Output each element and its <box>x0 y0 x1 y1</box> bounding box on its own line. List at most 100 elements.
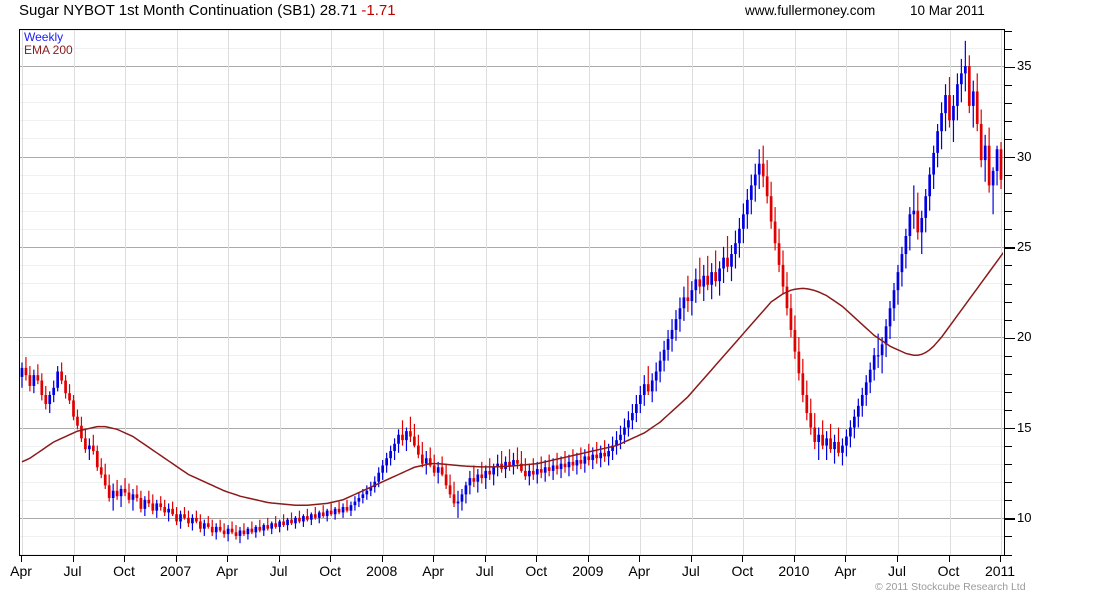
gridline-minor <box>20 138 1004 140</box>
price-tick-minor <box>1005 446 1012 448</box>
price-tick-minor <box>1005 482 1012 484</box>
gridline-vertical <box>125 30 126 555</box>
gridline-minor <box>20 30 1004 31</box>
date-tick <box>897 556 898 562</box>
gridline-vertical <box>382 30 384 555</box>
date-axis-label: 2008 <box>366 563 398 579</box>
gridline-vertical <box>279 30 281 555</box>
gridline-minor <box>20 192 1004 194</box>
gridline-vertical <box>949 30 951 555</box>
gridline-minor <box>20 319 1004 321</box>
gridline-vertical <box>846 30 848 555</box>
gridline-vertical <box>794 30 796 555</box>
gridline-major <box>20 427 1004 429</box>
gridline-minor <box>20 463 1004 465</box>
price-tick-minor <box>1005 391 1012 393</box>
candlestick-series <box>20 40 1003 544</box>
price-axis-label: 20 <box>1017 329 1032 345</box>
date-tick <box>330 556 332 562</box>
price-axis-label: 25 <box>1017 238 1032 254</box>
price-tick-minor <box>1005 229 1012 231</box>
gridline-major <box>20 517 1004 519</box>
source-website: www.fullermoney.com <box>745 3 876 18</box>
gridline-major <box>20 246 1004 248</box>
gridline-major <box>20 66 1004 68</box>
chart-header: Sugar NYBOT 1st Month Continuation (SB1)… <box>0 0 1100 29</box>
gridline-minor <box>20 373 1004 375</box>
chart-date: 10 Mar 2011 <box>910 3 985 18</box>
price-tick-major <box>1005 66 1015 68</box>
gridline-minor <box>20 391 1004 393</box>
gridline-major <box>20 156 1004 158</box>
date-axis-label: Oct <box>113 563 135 579</box>
date-tick <box>278 556 280 562</box>
date-tick <box>690 556 692 562</box>
chart-legend: Weekly EMA 200 <box>24 31 73 57</box>
gridline-minor <box>20 535 1004 537</box>
price-tick-minor <box>1005 464 1012 466</box>
date-tick <box>72 556 74 562</box>
price-tick-minor <box>1005 102 1012 104</box>
gridline-minor <box>20 174 1004 176</box>
price-tick-minor <box>1005 265 1012 267</box>
date-axis-label: Jul <box>888 563 906 579</box>
date-axis-label: 2009 <box>572 563 604 579</box>
price-tick-major <box>1005 157 1015 159</box>
date-axis-label: Jul <box>475 563 494 579</box>
price-axis-label: 30 <box>1017 148 1032 164</box>
gridline-vertical <box>22 30 23 555</box>
date-axis-label: 2010 <box>778 563 810 579</box>
legend-ema: EMA 200 <box>24 43 73 57</box>
gridline-vertical <box>588 30 590 555</box>
gridline-vertical <box>176 30 178 555</box>
price-tick-minor <box>1005 175 1012 177</box>
date-axis-label: 2007 <box>160 563 192 579</box>
gridline-minor <box>20 228 1004 230</box>
date-axis-label: Apr <box>10 563 32 579</box>
gridlines <box>20 30 1004 555</box>
price-tick-major <box>1005 518 1015 520</box>
date-tick <box>948 556 950 562</box>
date-axis: Apr Jul Oct 2007 Apr Jul Oct 2008 Apr Jul Oct 2009 A… <box>10 556 1015 582</box>
gridline-minor <box>20 355 1004 357</box>
price-tick-minor <box>1005 138 1012 140</box>
date-axis-label: Apr <box>834 563 857 579</box>
date-axis-label: Jul <box>681 563 700 579</box>
price-tick-minor <box>1005 536 1012 538</box>
gridline-vertical <box>743 30 745 555</box>
price-tick-major <box>1005 428 1015 430</box>
price-tick-minor <box>1005 30 1012 32</box>
price-tick-minor <box>1005 319 1012 321</box>
price-tick-minor <box>1005 409 1012 411</box>
date-axis-label: 2011 <box>984 563 1016 579</box>
date-axis-label: Oct <box>525 563 548 579</box>
instrument-title: Sugar NYBOT 1st Month Continuation (SB1)… <box>19 2 358 19</box>
date-axis-label: Jul <box>269 563 288 579</box>
date-tick <box>484 556 486 562</box>
gridline-minor <box>20 120 1004 122</box>
gridline-vertical <box>228 30 230 555</box>
copyright-notice: © 2011 Stockcube Research Ltd <box>875 581 1026 593</box>
date-tick <box>793 556 795 562</box>
price-axis: 10 15 20 25 30 35 <box>1005 29 1100 556</box>
gridline-minor <box>20 102 1004 104</box>
price-axis-label: 35 <box>1017 58 1032 74</box>
gridline-minor <box>20 283 1004 284</box>
legend-periodicity: Weekly <box>24 30 64 44</box>
date-axis-label: Oct <box>731 563 754 579</box>
gridline-minor <box>20 445 1004 447</box>
price-tick-major <box>1005 337 1015 340</box>
price-tick-minor <box>1005 211 1012 213</box>
gridline-minor <box>20 301 1004 302</box>
price-change: -1.71 <box>361 2 396 19</box>
gridline-vertical <box>537 30 539 555</box>
price-tick-minor <box>1005 301 1012 303</box>
date-axis-label: Apr <box>216 563 238 579</box>
date-tick <box>639 556 641 562</box>
price-tick-minor <box>1005 48 1012 50</box>
price-plot-area: Weekly EMA 200 <box>19 29 1005 556</box>
gridline-vertical <box>485 30 487 555</box>
date-tick <box>587 556 589 562</box>
date-tick <box>175 556 177 562</box>
